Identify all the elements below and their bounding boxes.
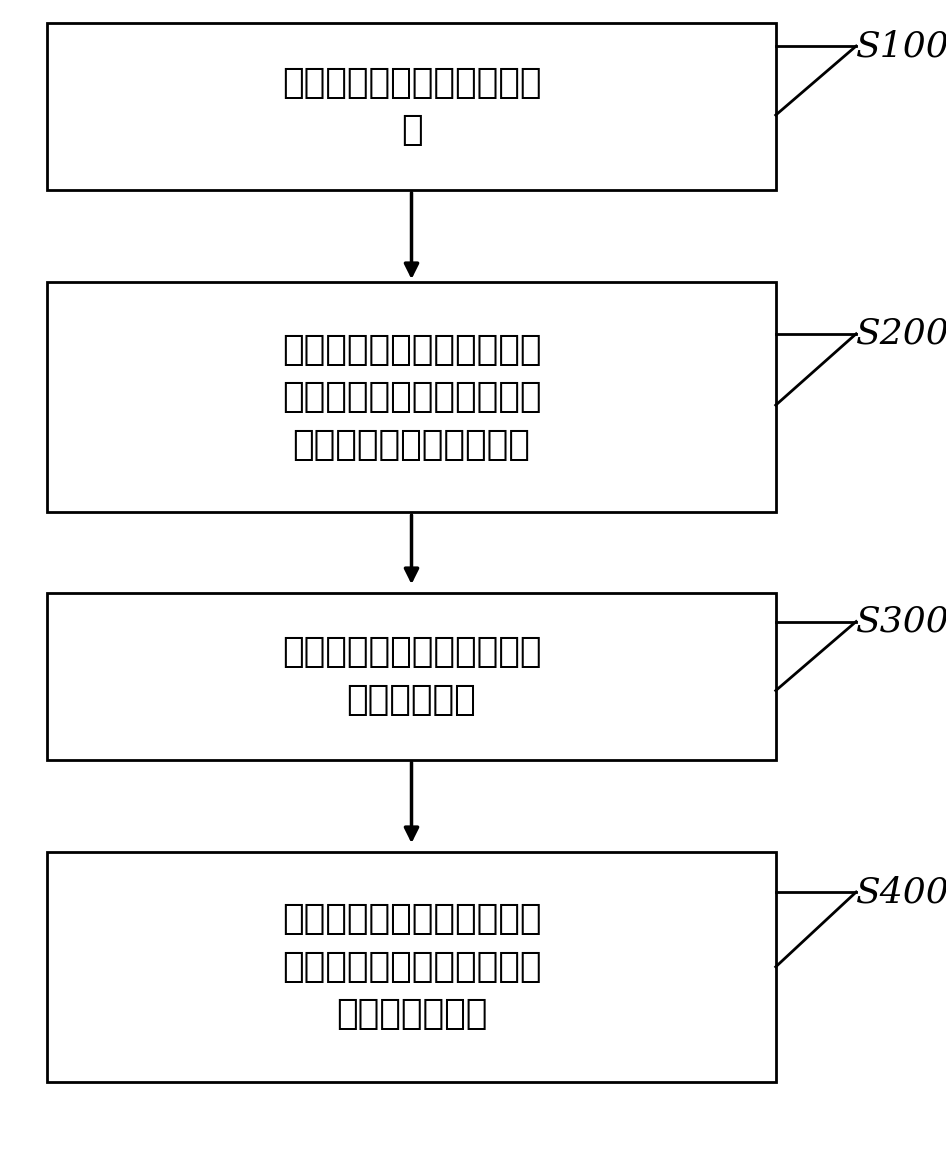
- Text: S100: S100: [856, 29, 946, 63]
- Text: 为刚体数据累计加入链表队
列的延迟时间: 为刚体数据累计加入链表队 列的延迟时间: [282, 635, 541, 717]
- Text: 连续获取延迟对象的刚体数
据: 连续获取延迟对象的刚体数 据: [282, 66, 541, 147]
- Bar: [47, 852, 776, 1082]
- Text: 为刚体数据配置与延迟对象
关联的类信息，将刚体数据
依次加入预设的链表队列: 为刚体数据配置与延迟对象 关联的类信息，将刚体数据 依次加入预设的链表队列: [282, 333, 541, 462]
- Text: S400: S400: [856, 875, 946, 909]
- Bar: [47, 593, 776, 760]
- Bar: [47, 282, 776, 512]
- Text: 对各刚体数据对应的延迟时
间逐一比较，输出满足延迟
要求的刚体数据: 对各刚体数据对应的延迟时 间逐一比较，输出满足延迟 要求的刚体数据: [282, 902, 541, 1031]
- Text: S300: S300: [856, 604, 946, 639]
- Text: S200: S200: [856, 317, 946, 351]
- Bar: [47, 23, 776, 190]
